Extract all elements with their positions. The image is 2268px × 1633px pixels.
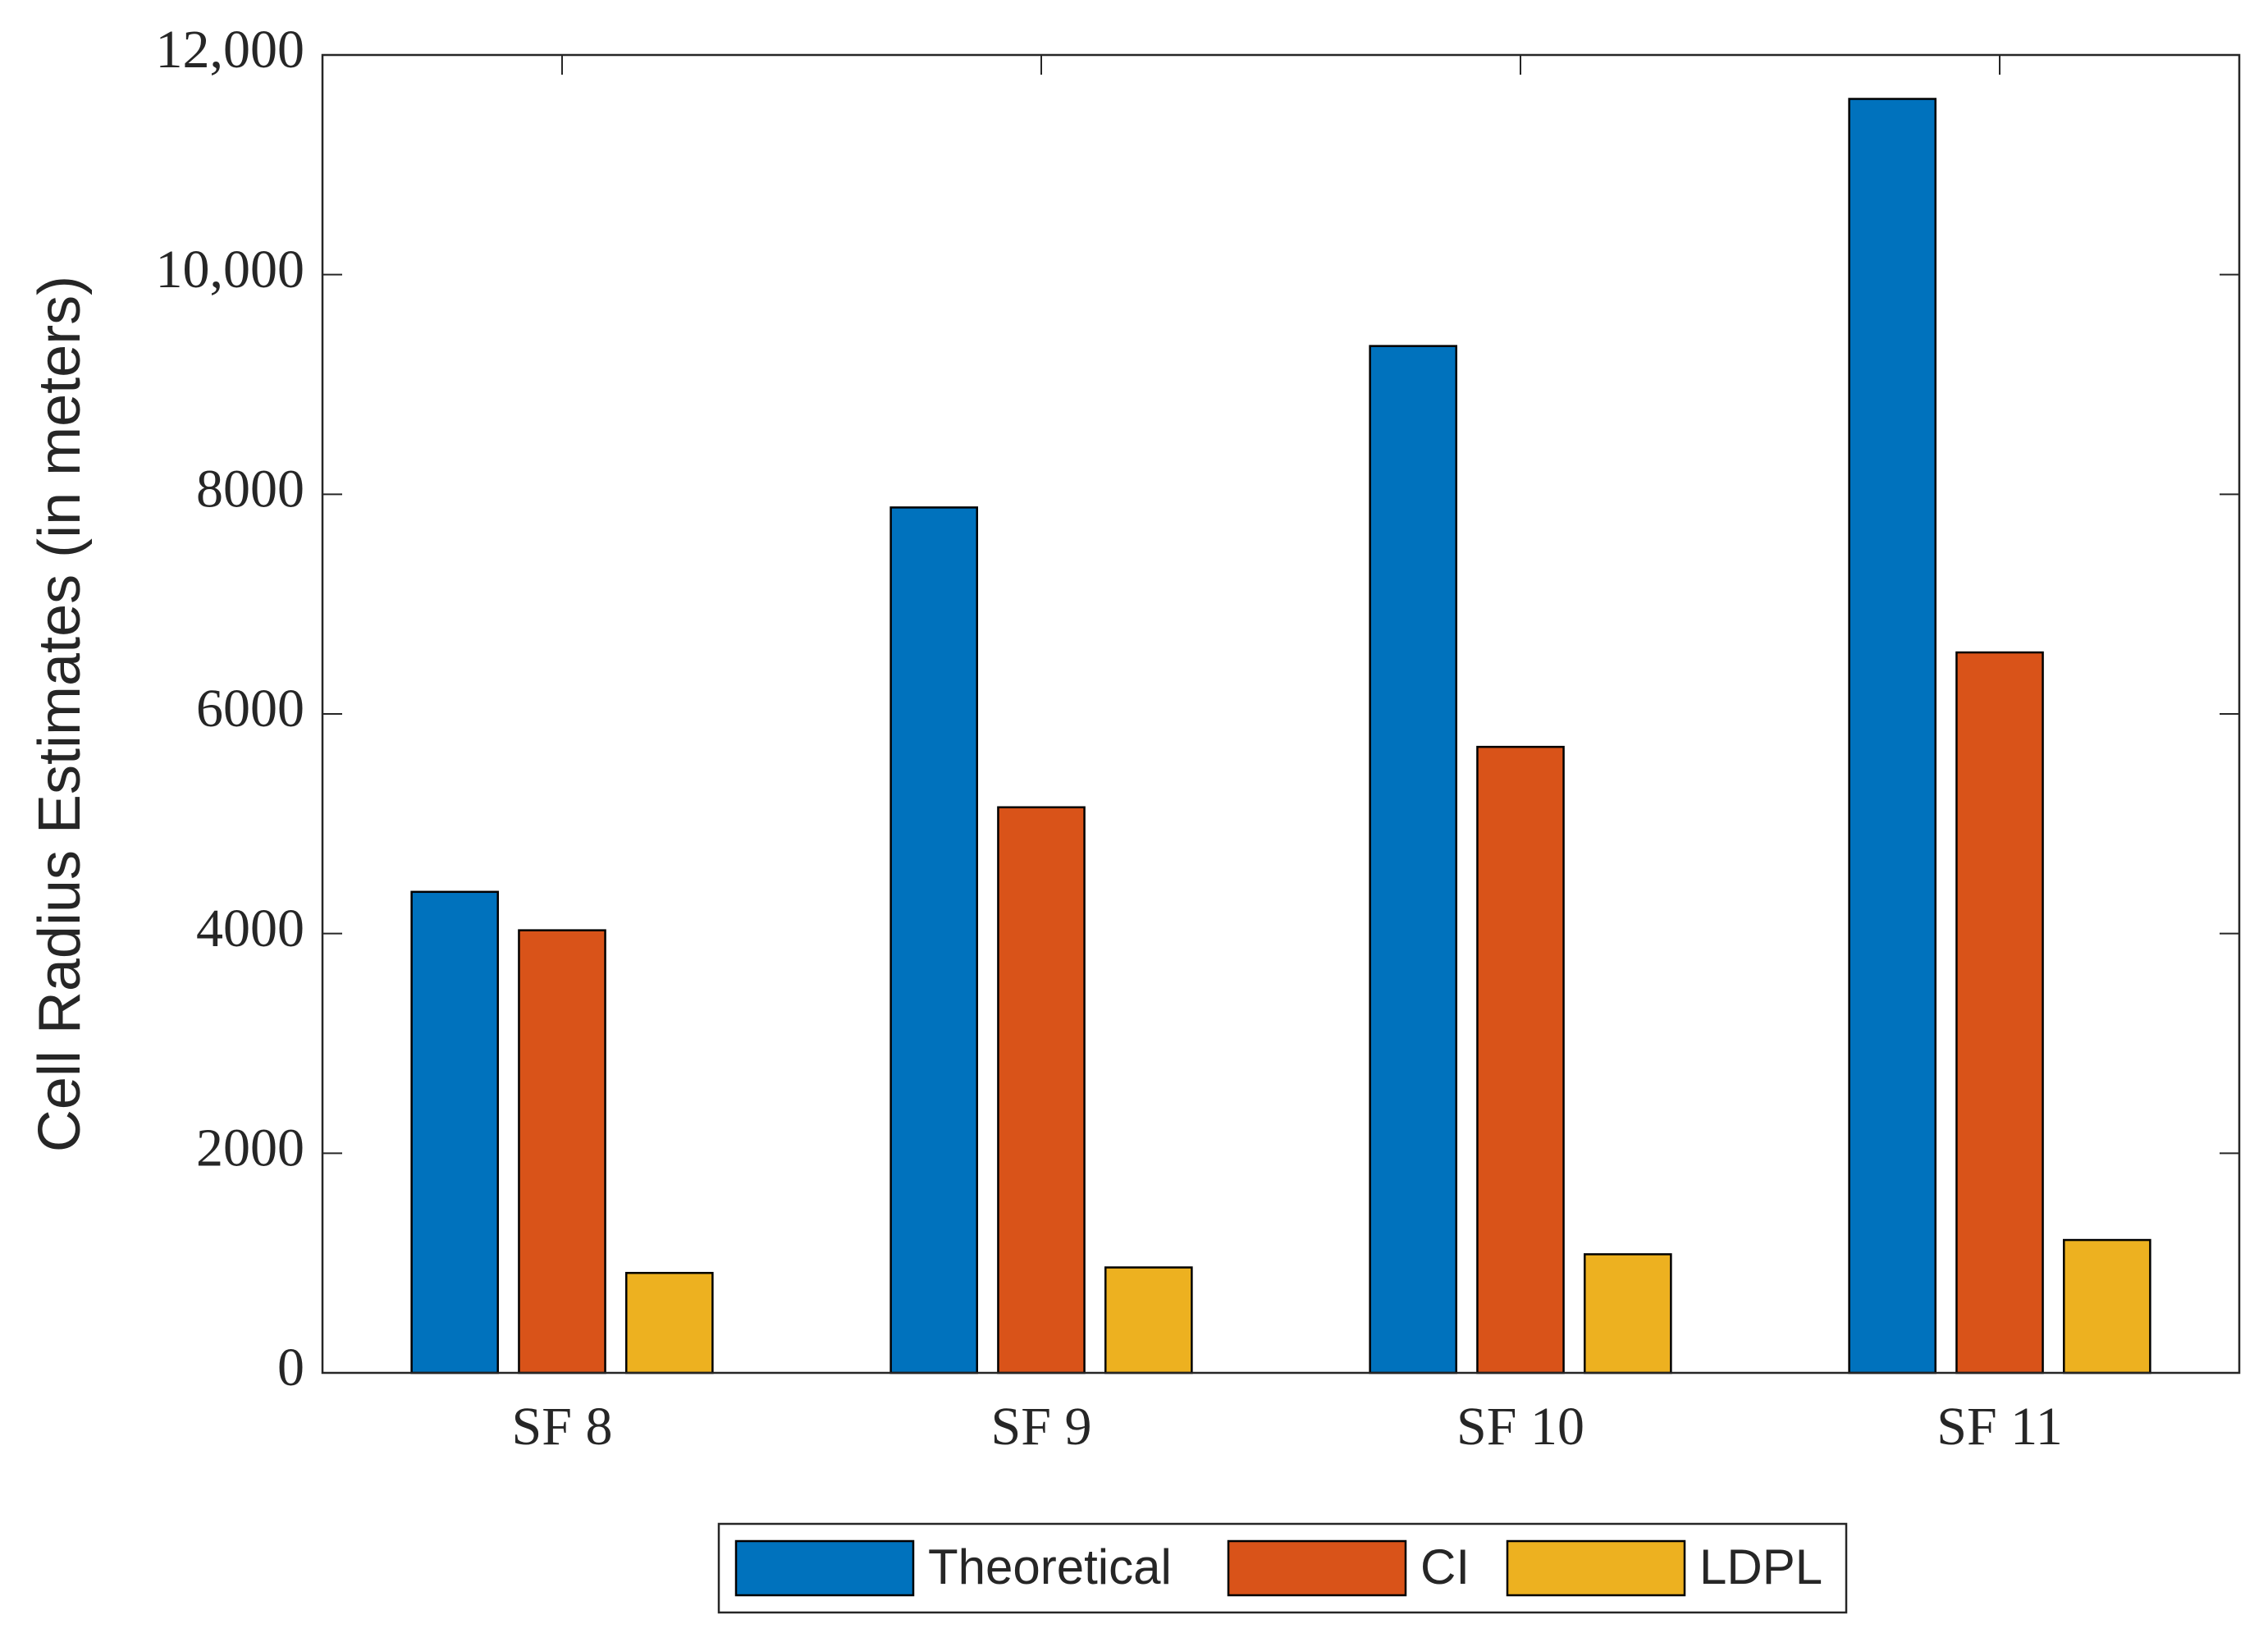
legend-swatch (734, 1539, 915, 1597)
bar (1848, 98, 1936, 1375)
bar (997, 806, 1086, 1375)
x-tick-label: SF 9 (991, 1397, 1092, 1457)
y-tick-label: 4000 (196, 899, 304, 958)
bar (1476, 745, 1565, 1375)
bar (518, 929, 606, 1375)
legend-label: CI (1420, 1539, 1470, 1594)
x-tick-label: SF 11 (1936, 1397, 2062, 1457)
y-tick-label: 12,000 (156, 20, 305, 80)
bar (2063, 1238, 2151, 1375)
legend-swatch (1506, 1539, 1686, 1597)
legend-label: LDPL (1699, 1539, 1822, 1594)
plot-frame (321, 53, 2241, 1375)
legend-label: Theoretical (928, 1539, 1172, 1594)
y-tick-label: 2000 (196, 1118, 304, 1178)
x-tick-label: SF 10 (1456, 1397, 1584, 1457)
y-tick-label: 0 (277, 1338, 304, 1397)
x-tick-label: SF 8 (512, 1397, 613, 1457)
bar (1104, 1266, 1193, 1375)
bar (889, 506, 978, 1375)
bar (1369, 345, 1457, 1375)
bar (1955, 651, 2044, 1375)
y-axis-label: Cell Radius Estimates (in meters) (27, 276, 93, 1152)
bar (1584, 1253, 1672, 1375)
legend-swatch (1227, 1539, 1407, 1597)
y-tick-label: 10,000 (156, 240, 305, 300)
bar (410, 890, 499, 1375)
bar (625, 1271, 714, 1375)
y-tick-label: 8000 (196, 459, 304, 519)
y-tick-label: 6000 (196, 679, 304, 739)
